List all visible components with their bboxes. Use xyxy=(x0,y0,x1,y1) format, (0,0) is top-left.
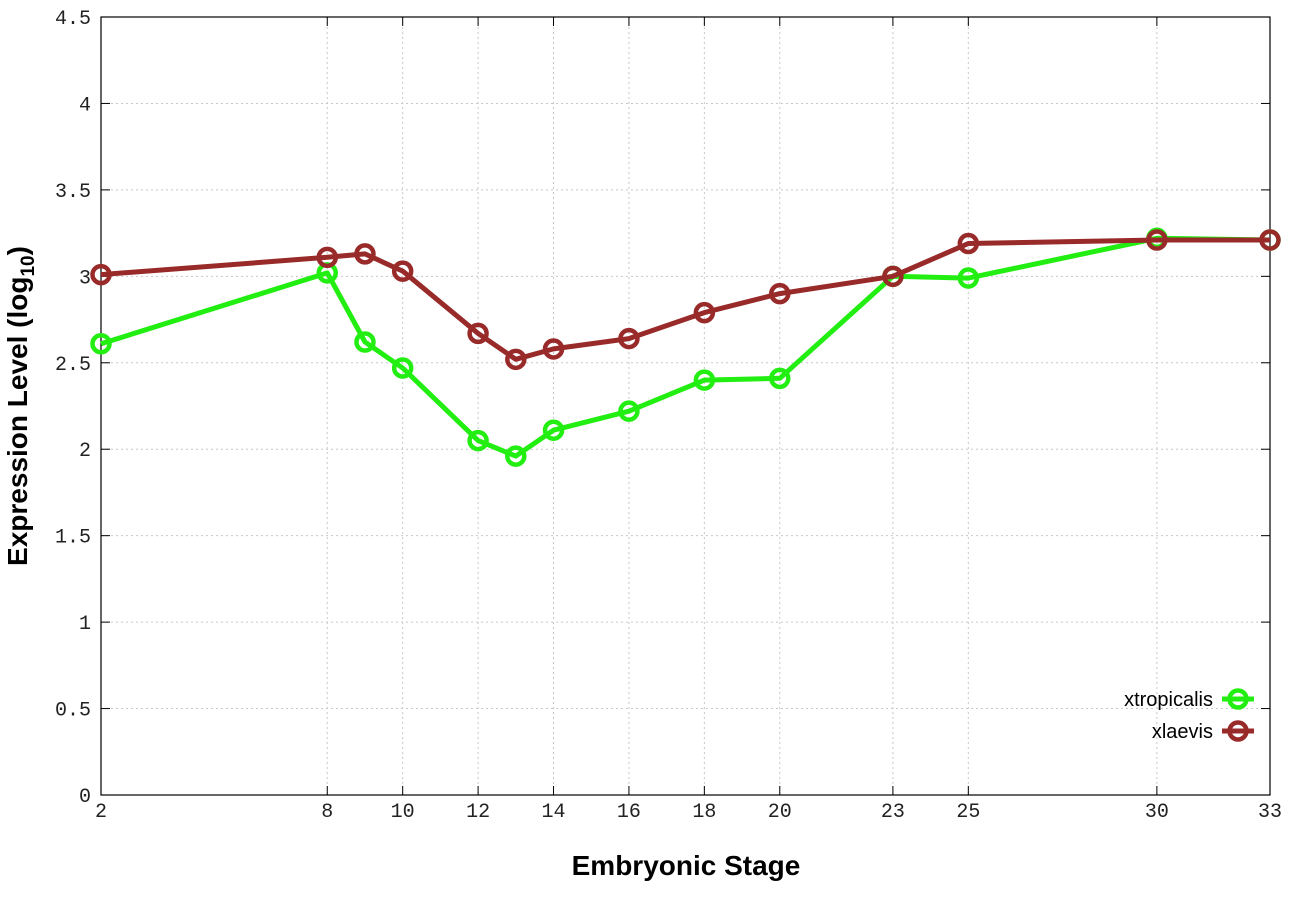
y-tick-label: 3 xyxy=(79,267,91,290)
data-point-xtropicalis xyxy=(90,333,112,355)
legend-swatch-marker xyxy=(1227,720,1249,742)
data-point-xlaevis xyxy=(505,348,527,371)
x-tick-label: 33 xyxy=(1258,801,1282,824)
data-point-xtropicalis xyxy=(542,419,565,441)
y-axis-title: Expression Level (log10) xyxy=(2,246,39,566)
data-point-xlaevis xyxy=(882,265,904,288)
x-tick-label: 30 xyxy=(1145,801,1169,824)
axis-ticks: 0 0.5 1 1.5 2 2.5 3 3.5 4 4.5 2 8 10 12 14 16 18 20 23 25 30… xyxy=(55,8,1282,824)
plot-area-frame xyxy=(100,16,1271,796)
y-tick-label: 1.5 xyxy=(55,527,91,550)
data-point-xlaevis xyxy=(391,260,414,282)
data-point-xtropicalis xyxy=(618,400,640,422)
data-point-xlaevis xyxy=(467,322,489,345)
data-point-xlaevis xyxy=(354,243,376,265)
x-tick-label: 16 xyxy=(617,801,641,824)
data-point-xtropicalis xyxy=(391,357,414,379)
series-xlaevis xyxy=(90,229,1281,371)
x-tick-label: 23 xyxy=(881,801,905,824)
data-point-xtropicalis xyxy=(467,429,489,452)
x-axis-title: Embryonic Stage xyxy=(572,850,801,881)
y-tick-label: 3.5 xyxy=(55,181,91,204)
legend-entry-xlaevis: xlaevis xyxy=(1152,720,1254,743)
x-tick-label: 18 xyxy=(692,801,716,824)
y-tick-label: 0.5 xyxy=(55,700,91,723)
y-tick-label: 4 xyxy=(79,94,91,117)
data-point-xtropicalis xyxy=(693,369,716,391)
y-tick-label: 4.5 xyxy=(55,8,91,31)
data-point-xtropicalis xyxy=(957,267,980,289)
data-point-xlaevis xyxy=(316,246,339,269)
data-point-xlaevis xyxy=(90,263,112,286)
x-tick-label: 8 xyxy=(321,801,333,824)
legend-label: xlaevis xyxy=(1152,721,1213,743)
y-tick-label: 1 xyxy=(79,613,91,636)
y-axis-title-subscript: 10 xyxy=(18,255,39,276)
data-point-xlaevis xyxy=(957,232,980,255)
data-point-xlaevis xyxy=(1146,229,1168,251)
data-point-xlaevis xyxy=(542,338,565,360)
data-point-xtropicalis xyxy=(505,445,527,467)
x-tick-label: 12 xyxy=(466,801,490,824)
legend-label: xtropicalis xyxy=(1124,689,1213,711)
legend: xtropicalis xlaevis xyxy=(1124,688,1254,743)
data-point-xlaevis xyxy=(769,282,791,305)
legend-swatch-marker xyxy=(1227,688,1249,710)
legend-entry-xtropicalis: xtropicalis xyxy=(1124,688,1254,711)
x-tick-label: 14 xyxy=(542,801,566,824)
data-point-xtropicalis xyxy=(769,367,791,390)
data-point-xlaevis xyxy=(618,327,640,350)
y-tick-label: 0 xyxy=(79,786,91,809)
data-point-xlaevis xyxy=(693,301,716,324)
y-tick-label: 2 xyxy=(79,440,91,463)
x-tick-label: 2 xyxy=(95,801,107,824)
x-tick-label: 25 xyxy=(956,801,980,824)
y-axis-title-main: Expression Level (log xyxy=(2,277,33,566)
data-point-xtropicalis xyxy=(354,331,376,353)
data-series xyxy=(90,227,1281,467)
data-point-xlaevis xyxy=(1259,229,1281,251)
y-tick-label: 2.5 xyxy=(55,354,91,377)
x-tick-label: 20 xyxy=(768,801,792,824)
y-axis-title-close: ) xyxy=(2,246,33,255)
x-tick-label: 10 xyxy=(391,801,415,824)
